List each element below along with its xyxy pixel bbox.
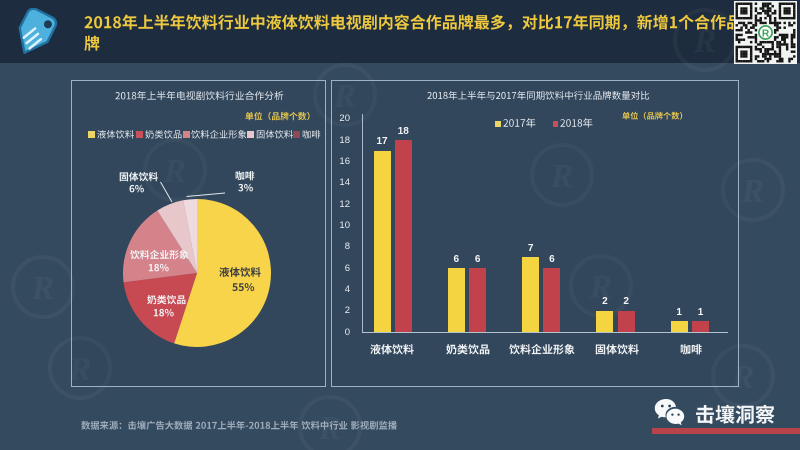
svg-text:R: R (163, 153, 187, 190)
svg-text:R: R (550, 158, 574, 195)
svg-text:R: R (333, 78, 357, 115)
svg-text:R: R (741, 173, 765, 210)
svg-text:R: R (318, 410, 342, 447)
svg-text:R: R (68, 351, 92, 388)
svg-text:R: R (693, 23, 717, 60)
svg-text:R: R (762, 28, 770, 39)
svg-text:R: R (589, 269, 613, 306)
svg-text:R: R (31, 270, 55, 307)
